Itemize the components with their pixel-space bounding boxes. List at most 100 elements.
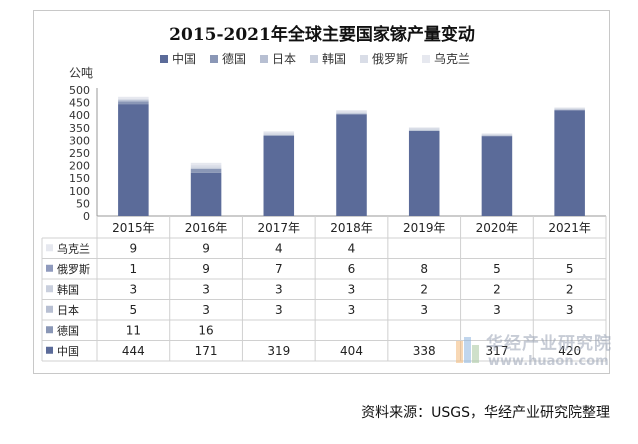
table-row-swatch-6 (46, 346, 53, 354)
category-label-7: 2021年 (548, 221, 591, 235)
table-cell-4-4: 3 (348, 303, 356, 317)
table-cell-5-2: 16 (198, 323, 213, 337)
y-tick-label-200: 200 (69, 160, 90, 173)
table-cell-3-4: 3 (348, 282, 356, 296)
bar-1-3 (263, 135, 295, 216)
table-cell-4-7: 3 (566, 303, 574, 317)
chart-frame: 2015-2021年全球主要国家镓产量变动 中国 德国 日本 韩国 俄罗斯 乌克兰 公吨 0 50… (33, 10, 611, 374)
category-label-1: 2015年 (112, 221, 155, 235)
bar-1-1 (118, 104, 149, 216)
table-row-label-3: 韩国 (57, 282, 79, 296)
bar-6-3 (263, 131, 295, 133)
table-cell-6-6: 317 (485, 344, 508, 358)
category-label-3: 2017年 (258, 221, 301, 235)
table-row-swatch-2 (46, 264, 53, 272)
bar-6-2 (190, 162, 222, 166)
bar-4-4 (336, 112, 367, 114)
table-cell-3-3: 3 (275, 282, 283, 296)
table-cell-2-7: 5 (566, 262, 574, 276)
table-cell-6-1: 444 (122, 344, 145, 358)
table-cell-2-2: 9 (202, 262, 210, 276)
bar-4-7 (554, 108, 585, 110)
bar-1-5 (408, 130, 440, 216)
legend-label-1: 中国 (172, 51, 196, 66)
table-row-label-6: 中国 (57, 345, 79, 358)
bar-5-7 (554, 107, 585, 109)
table-cell-6-4: 404 (340, 344, 363, 358)
bar-3-7 (554, 109, 585, 111)
bar-5-6 (481, 133, 513, 135)
bar-2-1 (118, 101, 149, 105)
category-label-6: 2020年 (476, 221, 519, 235)
table-cell-2-1: 1 (130, 262, 138, 276)
y-tick-label-50: 50 (76, 197, 90, 210)
bar-3-2 (190, 168, 222, 169)
table-cell-3-6: 2 (493, 282, 501, 296)
bar-5-4 (336, 111, 367, 113)
bar-5-2 (190, 165, 222, 168)
legend-swatch-4 (310, 55, 318, 63)
y-tick-label-150: 150 (69, 172, 90, 185)
legend-swatch-6 (422, 55, 430, 63)
bar-2-2 (190, 168, 222, 173)
table-cell-1-2: 9 (202, 241, 210, 255)
table-cell-3-5: 2 (420, 282, 428, 296)
category-label-2: 2016年 (185, 221, 228, 235)
y-axis-label: 公吨 (69, 66, 93, 80)
bar-4-6 (481, 134, 513, 136)
bar-3-5 (408, 130, 440, 131)
bar-1-7 (554, 110, 585, 216)
bar-1-6 (481, 136, 513, 216)
legend-label-6: 乌克兰 (434, 51, 470, 66)
category-label-5: 2019年 (403, 221, 446, 235)
bar-4-2 (190, 167, 222, 169)
source-note: 资料来源：USGS，华经产业研究院整理 (361, 405, 610, 421)
table-cell-1-3: 4 (275, 241, 283, 255)
watermark-logo-icon (456, 337, 479, 363)
table-cell-3-1: 3 (130, 282, 138, 296)
legend-label-2: 德国 (222, 51, 246, 66)
table-cell-1-1: 9 (130, 241, 138, 255)
table-row-label-2: 俄罗斯 (57, 263, 90, 276)
bar-3-6 (481, 135, 513, 137)
legend-label-4: 韩国 (322, 51, 346, 66)
y-tick-label-400: 400 (69, 109, 90, 122)
table-row-swatch-5 (46, 326, 53, 334)
table-cell-6-7: 420 (558, 344, 581, 358)
table-row-swatch-4 (46, 305, 53, 313)
table-row-label-4: 日本 (57, 303, 79, 317)
chart-title: 2015-2021年全球主要国家镓产量变动 (169, 24, 475, 45)
table-cell-4-5: 3 (420, 303, 428, 317)
bar-1-4 (336, 114, 367, 216)
table-row-swatch-1 (46, 244, 53, 252)
table-row-label-5: 德国 (57, 323, 79, 337)
category-label-4: 2018年 (330, 221, 373, 235)
table-row-swatch-3 (46, 285, 53, 293)
bar-1-2 (190, 172, 222, 216)
watermark-name: 华经产业研究院 (486, 334, 612, 354)
legend-swatch-5 (360, 55, 368, 63)
legend-swatch-2 (210, 55, 218, 63)
bar-3-1 (118, 100, 149, 102)
y-tick-label-500: 500 (69, 84, 90, 97)
y-tick-label-350: 350 (69, 122, 90, 135)
bar-4-3 (263, 134, 295, 135)
watermark: 华经产业研究院 www.huaon.com (452, 329, 638, 377)
bar-5-3 (263, 132, 295, 135)
table-row-label-1: 乌克兰 (57, 241, 90, 255)
y-tick-label-450: 450 (69, 97, 90, 110)
table-cell-1-4: 4 (348, 241, 356, 255)
table-cell-4-3: 3 (275, 303, 283, 317)
y-tick-label-250: 250 (69, 147, 90, 160)
bar-3-3 (263, 134, 295, 136)
table-cell-5-1: 11 (126, 323, 141, 337)
legend-label-5: 俄罗斯 (372, 52, 408, 66)
y-tick-label-300: 300 (69, 134, 90, 147)
bar-6-4 (336, 110, 367, 112)
legend-swatch-3 (260, 55, 268, 63)
bar-4-5 (408, 129, 440, 131)
y-tick-label-0: 0 (83, 210, 90, 223)
legend-label-3: 日本 (272, 52, 296, 66)
table-cell-2-3: 7 (275, 262, 283, 276)
